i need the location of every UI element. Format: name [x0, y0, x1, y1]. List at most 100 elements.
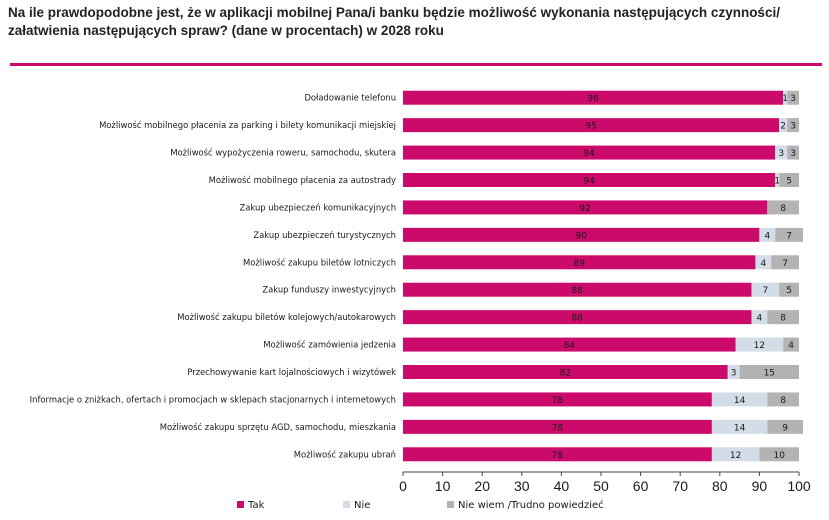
- data-label: 92: [579, 204, 590, 214]
- x-tick-label: 60: [633, 478, 649, 494]
- bar-segment-1: [735, 337, 784, 352]
- bar-segment-2: [767, 200, 799, 215]
- bar-segment-0: [403, 419, 712, 434]
- x-tick-label: 10: [435, 478, 451, 494]
- bar-segment-1: [779, 118, 788, 133]
- bar-segment-0: [403, 337, 736, 352]
- title-divider: [10, 63, 822, 66]
- data-label: 5: [786, 286, 792, 296]
- bar-segment-2: [775, 227, 803, 242]
- data-label: 3: [790, 122, 796, 132]
- data-label: 1: [782, 94, 788, 104]
- category-label: Zakup ubezpieczeń komunikacyjnych: [239, 202, 396, 212]
- x-tick-label: 40: [554, 478, 570, 494]
- bar-segment-0: [403, 365, 728, 379]
- bar-segment-1: [711, 419, 768, 434]
- bar-segment-1: [751, 282, 780, 297]
- x-tick-label: 0: [399, 478, 407, 494]
- category-label: Możliwość mobilnego płacenia za autostra…: [209, 175, 396, 185]
- category-label: Możliwość zakupu sprzętu AGD, samochodu,…: [160, 422, 396, 432]
- data-label: 10: [773, 451, 785, 461]
- data-label: 82: [560, 369, 571, 379]
- data-label: 2: [780, 122, 786, 132]
- legend-label-0: Tak: [247, 500, 265, 511]
- bar-segment-1: [711, 447, 760, 462]
- category-label: Doładowanie telefonu: [304, 93, 396, 103]
- bar-segment-2: [783, 337, 799, 352]
- data-label: 9: [782, 423, 788, 433]
- bar-segment-2: [787, 118, 799, 133]
- data-label: 7: [782, 259, 788, 269]
- bar-segment-0: [403, 90, 784, 105]
- bar-segment-1: [727, 365, 740, 379]
- bar-segment-0: [403, 227, 760, 242]
- data-label: 14: [734, 423, 746, 433]
- data-label: 4: [764, 231, 770, 241]
- bar-segment-1: [751, 310, 768, 325]
- category-label: Zakup ubezpieczeń turystycznych: [253, 230, 396, 240]
- data-label: 4: [788, 341, 794, 351]
- bar-segment-2: [739, 365, 799, 379]
- category-label: Możliwość zakupu biletów kolejowych/auto…: [177, 312, 396, 322]
- data-label: 78: [552, 396, 564, 406]
- legend-label-2: Nie wiem /Trudno powiedzieć: [458, 499, 604, 511]
- x-tick-label: 30: [514, 478, 530, 494]
- data-label: 12: [754, 341, 765, 351]
- category-label: Możliwość mobilnego płacenia za parking …: [99, 120, 396, 130]
- chart-title: Na ile prawdopodobne jest, że w aplikacj…: [8, 5, 780, 38]
- x-tick-label: 80: [712, 478, 728, 494]
- category-label: Możliwość wypożyczenia roweru, samochodu…: [170, 148, 396, 158]
- data-label: 88: [572, 286, 584, 296]
- bar-segment-1: [775, 173, 780, 187]
- bar-segment-2: [779, 173, 799, 187]
- category-label: Zakup funduszy inwestycyjnych: [262, 285, 396, 295]
- bar-segment-0: [403, 118, 780, 133]
- bar-segment-0: [403, 173, 776, 187]
- x-tick-label: 70: [672, 478, 688, 494]
- data-label: 88: [572, 314, 584, 324]
- data-label: 15: [764, 369, 775, 379]
- legend-swatch-0: [237, 501, 244, 508]
- bar-segment-1: [755, 255, 772, 270]
- bar-segment-2: [767, 419, 803, 434]
- bar-segment-2: [787, 90, 799, 105]
- bar-segment-2: [759, 447, 799, 462]
- data-label: 7: [786, 231, 792, 241]
- bar-segment-0: [403, 392, 712, 407]
- data-label: 3: [778, 149, 784, 159]
- bar-segment-0: [403, 310, 752, 325]
- bar-segment-2: [767, 310, 799, 325]
- data-label: 4: [760, 259, 766, 269]
- data-label: 89: [573, 259, 585, 269]
- data-label: 5: [786, 177, 792, 187]
- data-label: 3: [731, 369, 737, 379]
- bar-segment-2: [787, 145, 799, 160]
- data-label: 94: [583, 177, 595, 187]
- data-label: 78: [552, 423, 564, 433]
- data-label: 8: [780, 204, 786, 214]
- bar-segment-1: [711, 392, 768, 407]
- data-label: 94: [583, 149, 595, 159]
- bar-segment-0: [403, 447, 712, 462]
- legend-swatch-2: [447, 501, 454, 508]
- data-label: 8: [780, 314, 786, 324]
- data-label: 3: [790, 149, 796, 159]
- x-tick-label: 50: [593, 478, 609, 494]
- data-label: 95: [585, 122, 596, 132]
- data-label: 1: [774, 177, 780, 187]
- x-tick-label: 90: [752, 478, 768, 494]
- data-label: 12: [730, 451, 741, 461]
- x-tick-label: 100: [787, 478, 811, 494]
- bar-segment-0: [403, 282, 752, 297]
- bar-segment-0: [403, 145, 776, 160]
- legend-swatch-1: [343, 501, 350, 508]
- data-label: 8: [780, 396, 786, 406]
- bar-segment-2: [779, 282, 799, 297]
- data-label: 7: [762, 286, 768, 296]
- bar-segment-2: [767, 392, 799, 407]
- data-label: 90: [575, 231, 587, 241]
- bar-segment-0: [403, 200, 768, 215]
- bar-segment-2: [771, 255, 799, 270]
- data-label: 14: [734, 396, 746, 406]
